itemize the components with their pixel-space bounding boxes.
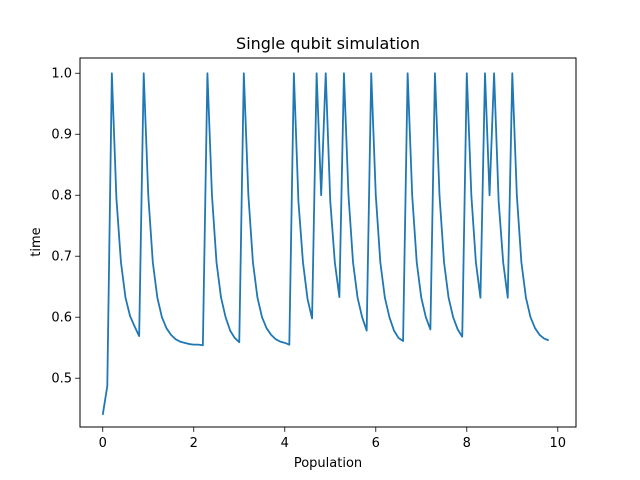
- x-tick-label: 0: [99, 436, 107, 451]
- x-tick-label: 2: [190, 436, 198, 451]
- x-tick-label: 8: [463, 436, 471, 451]
- y-tick-label: 0.9: [51, 128, 72, 143]
- chart-title: Single qubit simulation: [236, 34, 420, 53]
- series-line-time: [101, 72, 550, 415]
- x-axis-label: Population: [294, 456, 362, 471]
- y-tick-label: 0.7: [51, 250, 72, 265]
- x-tick-label: 4: [281, 436, 289, 451]
- y-tick-label: 1.0: [51, 67, 72, 82]
- x-tick-label: 10: [550, 436, 567, 451]
- ticks-layer: 0 2 4 6 8 10 0.5 0.6 0.7 0.8 0.9 1.0: [51, 67, 566, 451]
- series-layer: [101, 72, 550, 415]
- y-tick-label: 0.6: [51, 311, 72, 326]
- y-tick-label: 0.5: [51, 372, 72, 387]
- x-tick-label: 6: [372, 436, 380, 451]
- plot-frame: [79, 57, 577, 428]
- y-axis-label: time: [29, 227, 44, 256]
- y-tick-label: 0.8: [51, 189, 72, 204]
